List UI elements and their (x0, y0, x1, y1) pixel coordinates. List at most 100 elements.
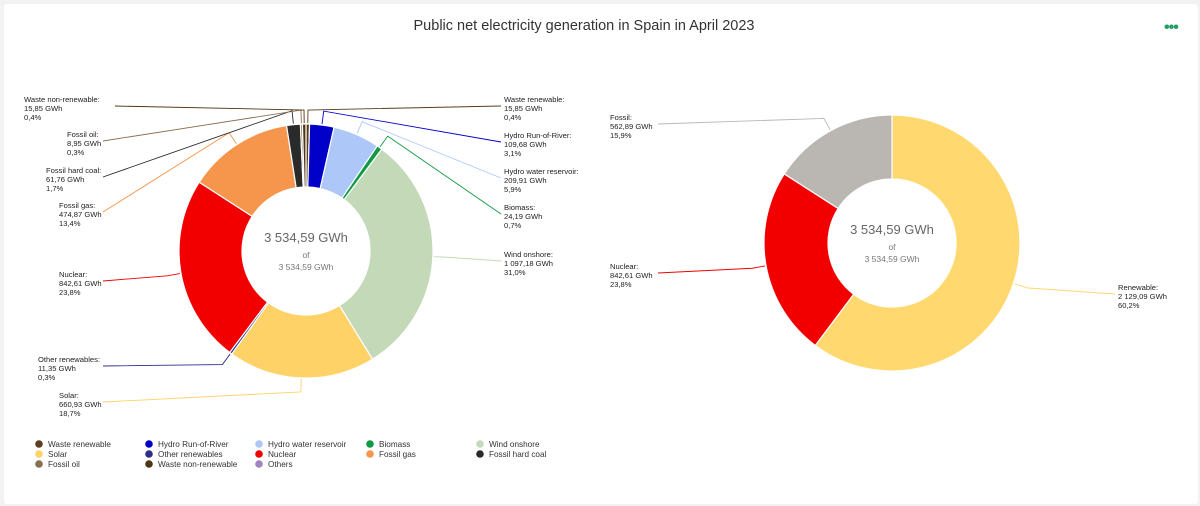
left-value-hydro-run-of-river: 109,68 GWh (504, 140, 547, 149)
legend-item-biomass[interactable]: Biomass (366, 440, 410, 449)
legend-label-hydro-run-of-river: Hydro Run-of-River (158, 440, 229, 449)
left-label-biomass: Biomass: (504, 203, 535, 212)
right-slice-renewable[interactable] (814, 114, 1021, 372)
right-label-fossil: Fossil: (610, 113, 632, 122)
left-value-wind-onshore: 1 097,18 GWh (504, 259, 553, 268)
legend-marker-biomass (366, 440, 374, 448)
left-value-other-renewables: 11,35 GWh (38, 364, 76, 373)
left-percent-other-renewables: 0,3% (38, 373, 56, 382)
left-label-fossil-gas: Fossil gas: (59, 201, 95, 210)
legend-label-solar: Solar (48, 450, 67, 459)
legend-label-wind-onshore: Wind onshore (489, 440, 540, 449)
legend-label-fossil-oil: Fossil oil (48, 460, 80, 469)
legend-item-hydro-run-of-river[interactable]: Hydro Run-of-River (145, 440, 229, 449)
left-connector-wind-onshore (433, 256, 502, 262)
left-connector-fossil-hard-coal (102, 110, 294, 178)
legend-label-waste-non-renewable: Waste non-renewable (158, 460, 238, 469)
legend-label-waste-renewable: Waste renewable (48, 440, 111, 449)
legend-label-hydro-water-reservoir: Hydro water reservoir (268, 440, 347, 449)
right-percent-fossil: 15,9% (610, 131, 632, 140)
legend-marker-others (255, 460, 263, 468)
left-value-waste-renewable: 15,85 GWh (504, 104, 542, 113)
left-percent-hydro-water-reservoir: 5,9% (504, 185, 522, 194)
legend-item-fossil-gas[interactable]: Fossil gas (366, 450, 416, 459)
left-connector-hydro-run-of-river (321, 110, 502, 143)
legend-label-fossil-gas: Fossil gas (379, 450, 416, 459)
chart-title: Public net electricity generation in Spa… (413, 18, 755, 34)
right-slice-fossil[interactable] (783, 114, 893, 210)
left-connector-biomass (379, 135, 502, 215)
legend-marker-waste-renewable (35, 440, 43, 448)
legend-label-others: Others (268, 460, 293, 469)
left-percent-biomass: 0,7% (504, 221, 522, 230)
left-connector-other-renewables (102, 353, 231, 367)
left-value-biomass: 24,19 GWh (504, 212, 542, 221)
left-value-fossil-gas: 474,87 GWh (59, 210, 102, 219)
legend-item-other-renewables[interactable]: Other renewables (145, 450, 223, 459)
legend-item-solar[interactable]: Solar (35, 450, 67, 459)
left-label-waste-non-renewable: Waste non-renewable: (24, 95, 100, 104)
left-label-fossil-hard-coal: Fossil hard coal: (46, 166, 101, 175)
legend-item-fossil-oil[interactable]: Fossil oil (35, 460, 80, 469)
right-percent-nuclear: 23,8% (610, 280, 632, 289)
left-connector-waste-non-renewable (114, 105, 305, 124)
left-value-waste-non-renewable: 15,85 GWh (24, 104, 62, 113)
left-label-nuclear: Nuclear: (59, 270, 87, 279)
legend-marker-solar (35, 450, 43, 458)
left-connector-waste-renewable (307, 105, 502, 124)
legend-item-nuclear[interactable]: Nuclear (255, 450, 296, 459)
left-slice-waste-non-renewable[interactable] (301, 123, 307, 188)
left-percent-waste-renewable: 0,4% (504, 113, 522, 122)
right-center-of-total: 3 534,59 GWh (865, 254, 920, 264)
legend-marker-waste-non-renewable (145, 460, 153, 468)
left-label-solar: Solar: (59, 391, 79, 400)
left-percent-solar: 18,7% (59, 409, 81, 418)
left-percent-fossil-gas: 13,4% (59, 219, 81, 228)
right-value-nuclear: 842,61 GWh (610, 271, 653, 280)
left-slice-wind-onshore[interactable] (338, 148, 434, 361)
legend-marker-fossil-gas (366, 450, 374, 458)
legend-label-other-renewables: Other renewables (158, 450, 223, 459)
chart-legend: Waste renewable Hydro Run-of-River Hydro w… (35, 440, 547, 469)
left-center-of-total: 3 534,59 GWh (279, 262, 334, 272)
left-percent-waste-non-renewable: 0,4% (24, 113, 42, 122)
legend-item-others[interactable]: Others (255, 460, 293, 469)
legend-marker-wind-onshore (476, 440, 484, 448)
more-dots-icon[interactable]: ••• (1164, 19, 1179, 36)
left-label-other-renewables: Other renewables: (38, 355, 100, 364)
right-percent-renewable: 60,2% (1118, 301, 1140, 310)
left-percent-hydro-run-of-river: 3,1% (504, 149, 522, 158)
left-value-hydro-water-reservoir: 209,91 GWh (504, 176, 547, 185)
legend-marker-hydro-run-of-river (145, 440, 153, 448)
legend-item-hydro-water-reservoir[interactable]: Hydro water reservoir (255, 440, 347, 449)
legend-item-waste-non-renewable[interactable]: Waste non-renewable (145, 460, 238, 469)
legend-item-wind-onshore[interactable]: Wind onshore (476, 440, 540, 449)
legend-item-fossil-hard-coal[interactable]: Fossil hard coal (476, 450, 547, 459)
legend-marker-fossil-oil (35, 460, 43, 468)
legend-item-waste-renewable[interactable]: Waste renewable (35, 440, 111, 449)
left-slice-nuclear[interactable] (178, 181, 269, 354)
legend-marker-other-renewables (145, 450, 153, 458)
left-center-total: 3 534,59 GWh (264, 230, 348, 245)
left-percent-fossil-oil: 0,3% (67, 148, 85, 157)
left-label-hydro-water-reservoir: Hydro water reservoir: (504, 167, 579, 176)
legend-marker-nuclear (255, 450, 263, 458)
left-percent-fossil-hard-coal: 1,7% (46, 184, 64, 193)
left-label-hydro-run-of-river: Hydro Run-of-River: (504, 131, 572, 140)
legend-label-nuclear: Nuclear (268, 450, 296, 459)
right-label-nuclear: Nuclear: (610, 262, 638, 271)
left-connector-solar (102, 378, 302, 403)
right-slice-nuclear[interactable] (763, 173, 855, 347)
right-center-total: 3 534,59 GWh (850, 222, 934, 237)
right-label-renewable: Renewable: (1118, 283, 1158, 292)
left-value-fossil-hard-coal: 61,76 GWh (46, 175, 84, 184)
right-connector-fossil (657, 117, 831, 131)
legend-label-fossil-hard-coal: Fossil hard coal (489, 450, 547, 459)
left-percent-nuclear: 23,8% (59, 288, 81, 297)
right-center-of: of (888, 242, 896, 252)
right-value-renewable: 2 129,09 GWh (1118, 292, 1167, 301)
left-value-fossil-oil: 8,95 GWh (67, 139, 101, 148)
